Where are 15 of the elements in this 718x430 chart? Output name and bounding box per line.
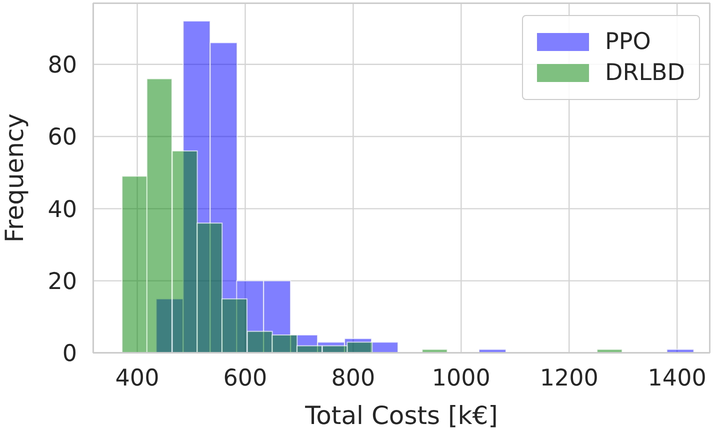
x-axis-title: Total Costs [k€] — [304, 401, 498, 430]
legend-label: PPO — [605, 29, 651, 55]
y-axis-title: Frequency — [0, 113, 29, 243]
legend-label: DRLBD — [605, 60, 685, 86]
x-tick-label: 400 — [115, 365, 160, 392]
x-tick-label: 600 — [223, 365, 268, 392]
y-tick-label: 60 — [48, 124, 77, 151]
y-tick-label: 0 — [62, 341, 77, 368]
y-tick-label: 20 — [48, 269, 77, 295]
y-tick-label: 40 — [48, 196, 77, 223]
x-tick-label: 1400 — [648, 365, 706, 392]
x-tick-label: 1200 — [540, 365, 598, 392]
y-tick-label: 80 — [48, 52, 77, 79]
x-tick-label: 1000 — [432, 365, 490, 392]
x-tick-label: 800 — [331, 365, 376, 392]
